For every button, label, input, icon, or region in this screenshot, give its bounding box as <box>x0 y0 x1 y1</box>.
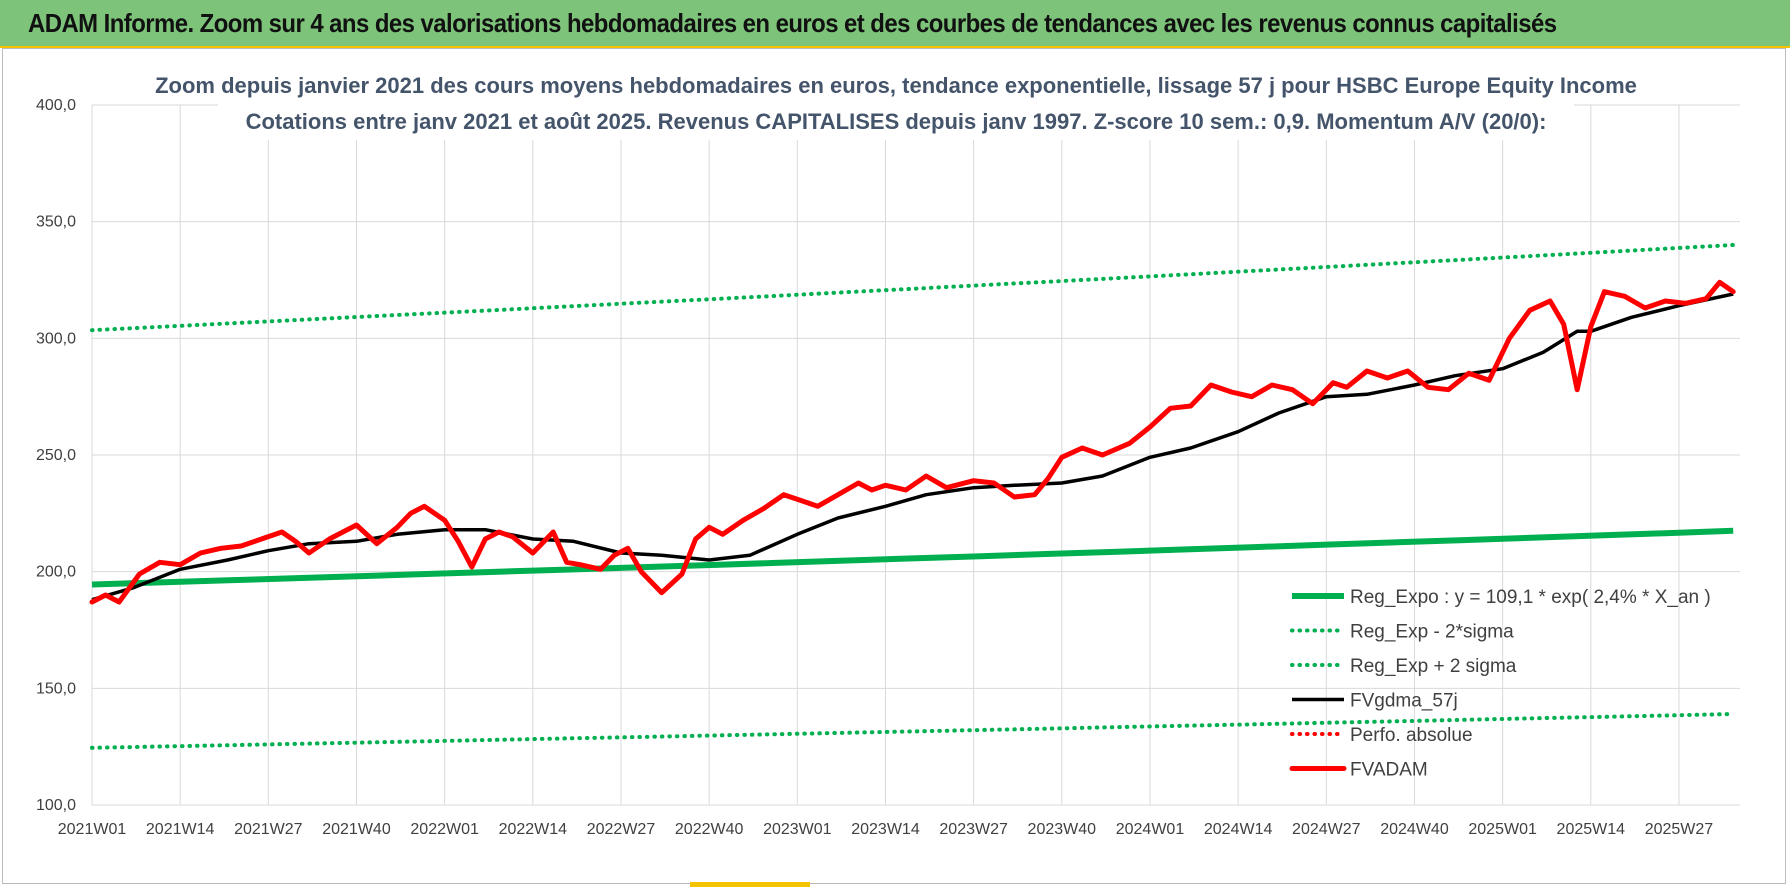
x-tick-label: 2021W27 <box>234 821 303 838</box>
legend-label-perfo-absolue: Perfo. absolue <box>1350 725 1473 746</box>
x-tick-label: 2022W01 <box>410 821 479 838</box>
x-tick-label: 2023W14 <box>851 821 920 838</box>
x-tick-label: 2024W01 <box>1116 821 1185 838</box>
legend-label-reg-exp-2-sigma: Reg_Exp + 2 sigma <box>1350 656 1517 677</box>
title-backdrop <box>218 70 1574 140</box>
x-tick-label: 2025W01 <box>1468 821 1537 838</box>
y-tick-label: 400,0 <box>36 97 76 114</box>
axis-labels: 100,0 150,0 200,0 250,0 300,0 350,0 400,0 2021W… <box>36 97 1713 838</box>
bottom-accent <box>690 882 810 887</box>
chart-subtitle: Cotations entre janv 2021 et août 2025. … <box>246 109 1547 134</box>
x-tick-label: 2024W40 <box>1380 821 1449 838</box>
series-line-fvadam <box>89 279 1736 605</box>
y-tick-label: 250,0 <box>36 447 76 464</box>
x-tick-label: 2025W27 <box>1645 821 1714 838</box>
chart-title: Zoom depuis janvier 2021 des cours moyen… <box>155 73 1637 98</box>
series-line-reg-expo-y-109-1-exp-2-4-x-an <box>91 527 1734 588</box>
legend-label-fvgdma-57j: FVgdma_57j <box>1350 691 1458 712</box>
x-tick-label: 2023W27 <box>939 821 1008 838</box>
x-tick-label: 2022W27 <box>587 821 656 838</box>
report-banner: ADAM Informe. Zoom sur 4 ans des valoris… <box>0 0 1790 48</box>
legend-label-fvadam: FVADAM <box>1350 760 1428 781</box>
y-tick-label: 300,0 <box>36 330 76 347</box>
x-tick-label: 2021W14 <box>146 821 215 838</box>
x-tick-label: 2023W01 <box>763 821 832 838</box>
x-tick-label: 2024W27 <box>1292 821 1361 838</box>
series-line-reg-exp-2-sigma <box>90 243 1736 333</box>
x-tick-label: 2022W40 <box>675 821 744 838</box>
series-line-fvgdma-57j <box>91 292 1734 602</box>
y-tick-label: 200,0 <box>36 564 76 581</box>
legend-label-reg-expo-y-109-1-exp-2-4-x-an: Reg_Expo : y = 109,1 * exp( 2,4% * X_an … <box>1350 587 1711 608</box>
legend-label-reg-exp-2-sigma: Reg_Exp - 2*sigma <box>1350 622 1514 643</box>
x-tick-label: 2025W14 <box>1557 821 1626 838</box>
x-tick-label: 2022W14 <box>499 821 568 838</box>
legend: Reg_Expo : y = 109,1 * exp( 2,4% * X_an … <box>1289 587 1711 781</box>
report-title: ADAM Informe. Zoom sur 4 ans des valoris… <box>28 8 1557 38</box>
series-lines <box>89 243 1736 750</box>
series-line-reg-exp-2-sigma <box>90 712 1736 750</box>
grid-lines <box>91 104 1740 806</box>
chart-frame <box>2 48 1786 884</box>
x-tick-label: 2024W14 <box>1204 821 1273 838</box>
y-tick-label: 350,0 <box>36 214 76 231</box>
y-tick-label: 150,0 <box>36 680 76 697</box>
x-tick-label: 2023W40 <box>1028 821 1097 838</box>
x-tick-label: 2021W40 <box>322 821 391 838</box>
y-tick-label: 100,0 <box>36 797 76 814</box>
x-tick-label: 2021W01 <box>58 821 127 838</box>
